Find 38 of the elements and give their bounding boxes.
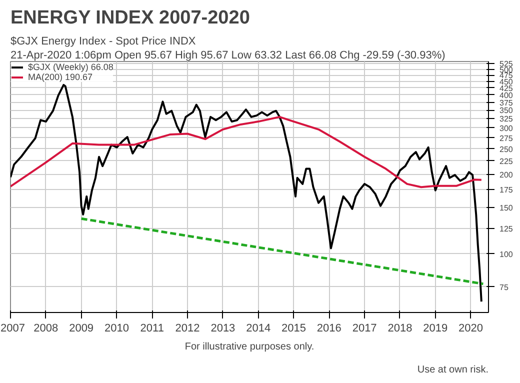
y-tick-label: 225 [500,156,514,166]
x-tick-label: 2015 [282,322,306,334]
x-tick-label: 2018 [388,322,412,334]
x-tick-label: 2009 [69,322,94,334]
text: Use at own risk. [417,364,489,376]
chart-subtitle: $GJX Energy Index - Spot Price INDX [10,36,196,48]
x-tick-label: 2019 [423,322,448,334]
y-tick-label: 200 [500,170,514,180]
y-tick-label: 325 [500,114,514,124]
legend-label: MA(200) 190.67 [28,72,93,82]
chart-title: ENERGY INDEX 2007-2020 [10,8,250,28]
y-tick-label: 125 [500,224,514,234]
y-tick-label: 425 [500,84,514,93]
y-tick-label: 150 [500,203,514,212]
x-tick-label: 2017 [352,322,377,334]
y-tick-label: 250 [500,144,514,154]
y-tick-label: 300 [500,124,514,133]
x-tick-label: 2013 [210,322,236,334]
x-tick-label: 2014 [246,322,271,334]
text: 21-Apr-2020 1:06pm Open 95.67 High 95.67 Low 63.32 Last 66.08 Chg -29.59 (-30.93%) [10,50,446,62]
x-tick-label: 2008 [34,322,58,334]
y-tick-label: 400 [500,90,514,100]
x-tick-label: 2020 [458,322,484,334]
text: For illustrative purposes only. [184,342,314,352]
y-tick-label: 100 [500,250,514,259]
line-series [10,84,482,303]
x-tick-label: 2011 [140,322,164,334]
x-tick-label: 2016 [316,322,342,334]
y-tick-label: 175 [500,186,514,195]
y-tick-label: 275 [500,134,514,143]
line-series [10,116,482,188]
y-tick-label: 350 [500,106,514,116]
y-tick-label: 75 [500,282,509,292]
y-tick-label: 375 [500,98,514,108]
x-tick-label: 2007 [0,322,25,334]
legend-label: $GJX (Weekly) 66.08 [28,62,114,72]
x-tick-label: 2012 [175,322,200,334]
x-tick-label: 2010 [104,322,129,334]
